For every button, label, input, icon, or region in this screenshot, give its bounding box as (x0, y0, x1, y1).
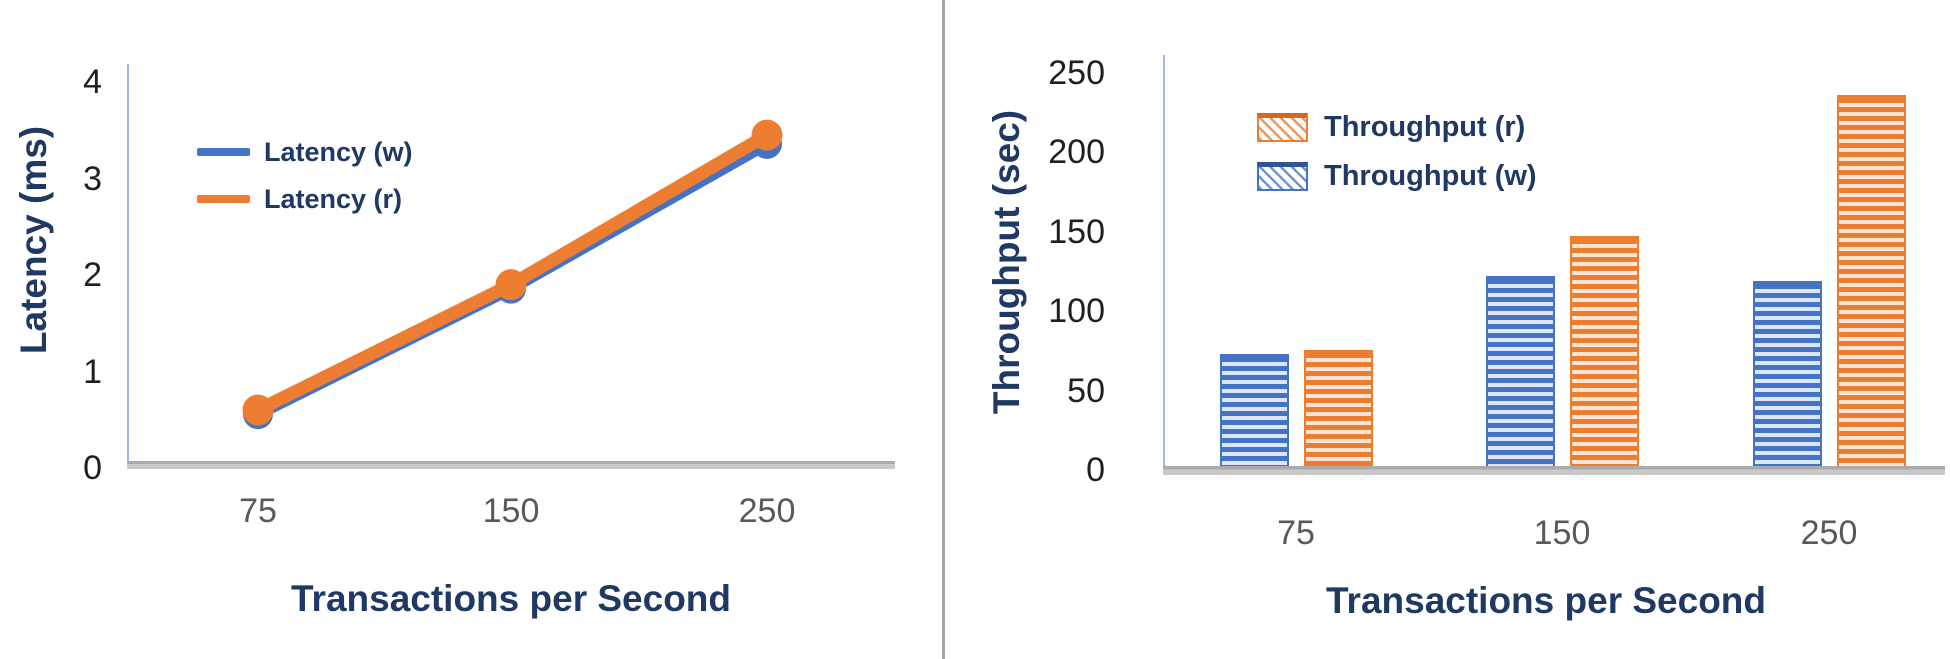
latency-w-legend-label: Latency (w) (264, 136, 413, 167)
throughput-y-tick-0: 0 (1086, 451, 1105, 489)
throughput-y-tick-150: 150 (1048, 212, 1105, 251)
throughput-x-axis-title: Transactions per Second (1325, 580, 1767, 621)
bar-throughput-r-250 (1836, 94, 1906, 468)
throughput-y-tick-50: 50 (1067, 371, 1105, 410)
latency-r-line-swatch-icon (197, 195, 250, 203)
bar-throughput-w-150 (1485, 275, 1555, 468)
latency-r-marker-250 (751, 119, 783, 151)
latency-y-tick-2: 2 (83, 256, 102, 294)
bar-throughput-w-250 (1752, 280, 1822, 468)
bar-throughput-r-150 (1569, 236, 1639, 468)
throughput-w-legend-label: Throughput (w) (1324, 159, 1537, 192)
throughput-y-axis-line (1163, 55, 1165, 468)
throughput-r-legend-label: Throughput (r) (1324, 110, 1526, 143)
throughput-y-tick-200: 200 (1048, 133, 1105, 172)
throughput-x-tick-250: 250 (1800, 514, 1858, 552)
throughput-legend-item-r: Throughput (r) (1257, 110, 1526, 143)
latency-y-tick-4: 4 (83, 63, 102, 101)
latency-y-tick-3: 3 (83, 159, 102, 198)
throughput-y-tick-100: 100 (1048, 292, 1105, 331)
bar-throughput-w-75 (1219, 353, 1289, 468)
latency-x-tick-75: 75 (239, 492, 277, 530)
latency-r-legend-label: Latency (r) (264, 183, 403, 214)
throughput-x-tick-150: 150 (1533, 514, 1591, 552)
throughput-w-bar-swatch-icon (1257, 161, 1308, 191)
latency-x-axis-baseline (127, 461, 895, 469)
latency-x-tick-250: 250 (738, 492, 796, 530)
latency-r-line (251, 128, 774, 417)
latency-legend-item-r: Latency (r) (197, 183, 403, 214)
bar-throughput-r-75 (1303, 350, 1373, 468)
throughput-x-tick-75: 75 (1277, 514, 1315, 552)
throughput-y-tick-250: 250 (1048, 54, 1105, 92)
throughput-x-axis-baseline (1163, 466, 1945, 475)
latency-w-line-swatch-icon (197, 148, 250, 156)
latency-y-tick-0: 0 (83, 449, 102, 487)
latency-w-marker-75 (243, 399, 273, 430)
latency-r-marker-75 (242, 394, 274, 426)
throughput-legend-item-w: Throughput (w) (1257, 159, 1537, 192)
latency-r-marker-150 (495, 269, 527, 301)
latency-w-marker-150 (496, 273, 526, 304)
latency-x-axis-title: Transactions per Second (290, 578, 732, 619)
latency-y-tick-1: 1 (83, 352, 102, 391)
latency-w-marker-250 (752, 128, 782, 159)
latency-legend-item-w: Latency (w) (197, 136, 413, 167)
panel-divider (942, 0, 945, 659)
latency-y-axis-line (127, 64, 129, 464)
latency-x-tick-150: 150 (482, 492, 540, 530)
throughput-r-bar-swatch-icon (1257, 112, 1308, 142)
